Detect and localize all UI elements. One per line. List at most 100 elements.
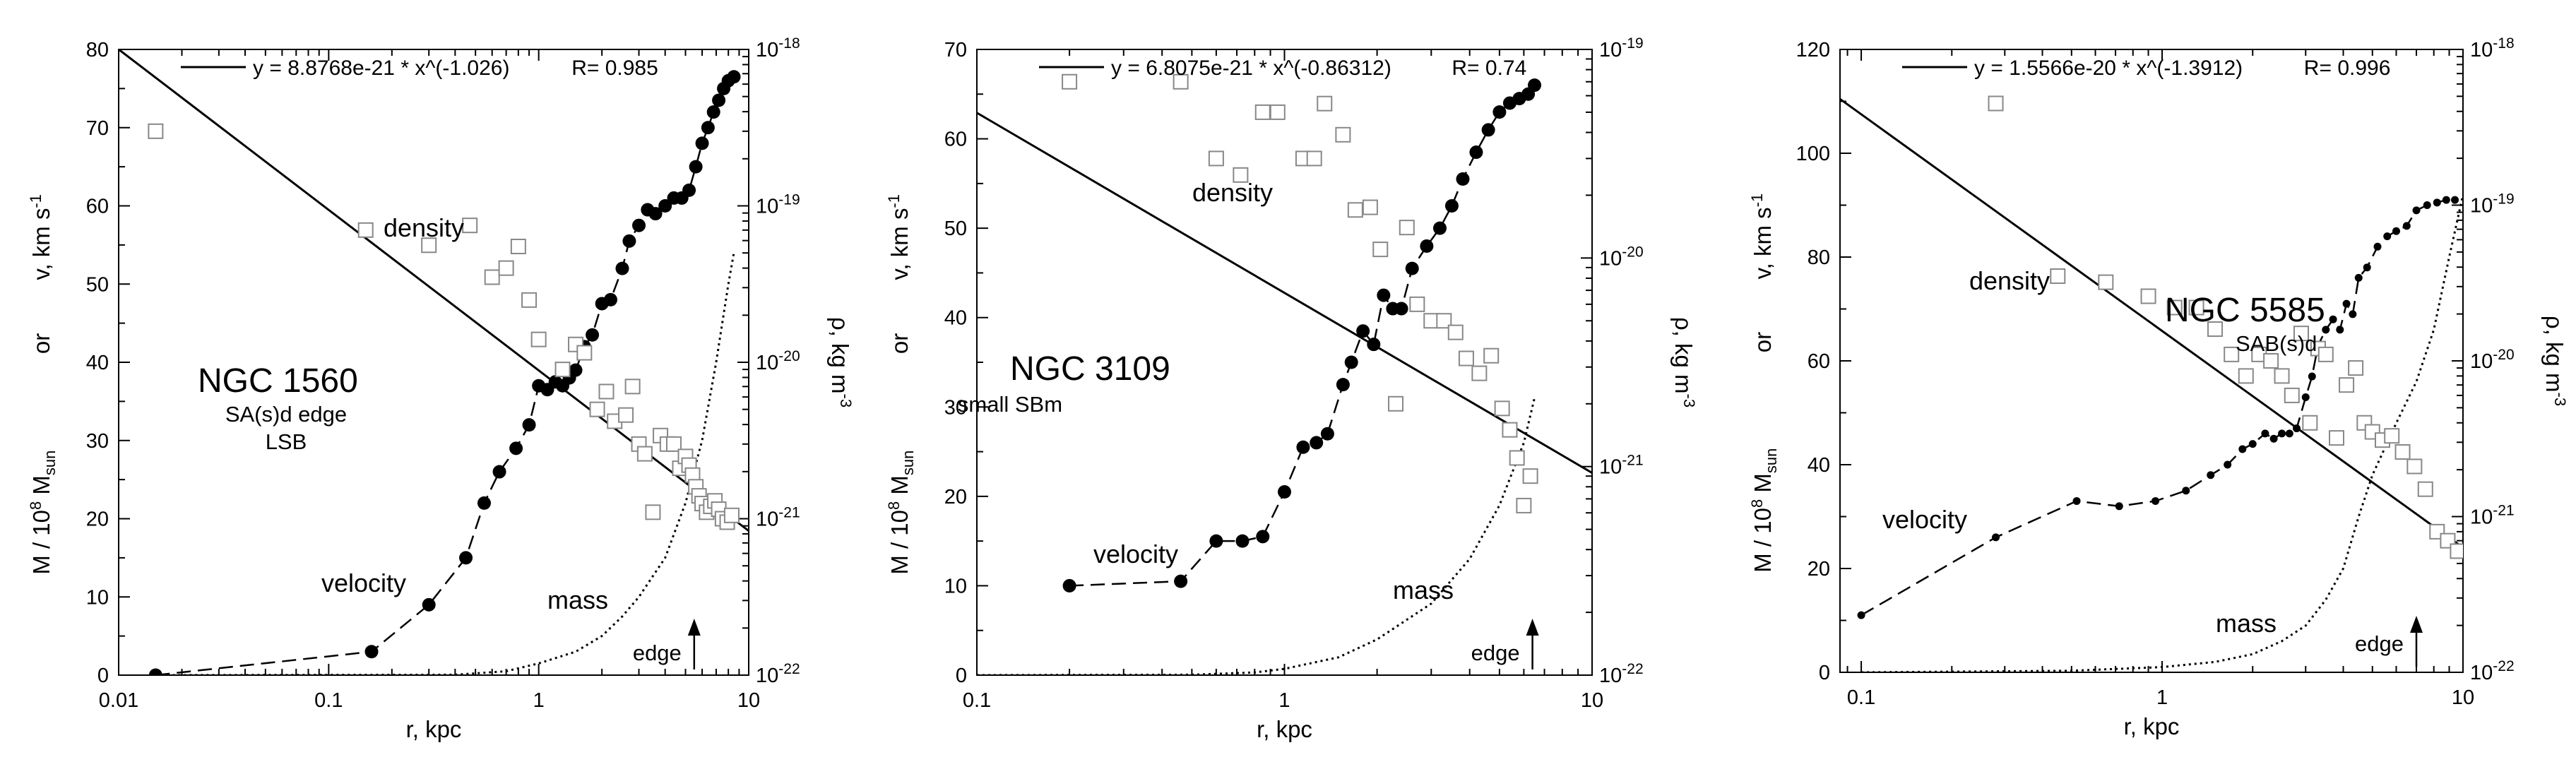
y-right-tick-label: 10-22 xyxy=(756,661,800,687)
density-point xyxy=(1509,450,1525,466)
density-point xyxy=(2450,543,2463,559)
y-left-axis: 0 10 20 30 40 50 60 70 M / 108 Msun or v, km s-1 xyxy=(885,39,988,687)
galaxy-subtitle: SA(s)d edge xyxy=(225,402,347,427)
y-tick-label: 30 xyxy=(944,396,967,419)
density-point xyxy=(2188,299,2204,316)
velocity-point xyxy=(2329,315,2337,323)
y-right-tick-label: 10-20 xyxy=(756,348,800,374)
edge-label: edge xyxy=(2355,631,2404,656)
mass-label: mass xyxy=(1393,576,1454,605)
velocity-point xyxy=(622,234,636,248)
velocity-point xyxy=(1857,611,1865,619)
density-point xyxy=(1436,313,1452,329)
y-axis-title-mass: M / 108 Msun xyxy=(885,451,917,575)
y-axis-title-or: or xyxy=(1750,332,1776,352)
density-point xyxy=(521,292,538,308)
density-label: density xyxy=(1969,266,2050,295)
velocity-point xyxy=(2115,502,2123,511)
velocity-curve xyxy=(1860,198,2455,617)
y-tick-label: 80 xyxy=(86,39,109,61)
velocity-point xyxy=(2373,242,2382,251)
velocity-point xyxy=(477,496,491,510)
density-point xyxy=(1254,104,1271,120)
plot-area xyxy=(977,73,1592,675)
density-point xyxy=(2329,430,2345,446)
y-left-axis: 0 10 20 30 40 50 60 70 80 M / 108 Msun or v, km s-1 xyxy=(27,39,130,687)
density-point xyxy=(1423,313,1440,329)
velocity-label: velocity xyxy=(321,568,406,597)
y-tick-label: 30 xyxy=(86,430,109,453)
y-tick-label: 70 xyxy=(86,117,109,140)
velocity-point xyxy=(1235,534,1250,548)
velocity-point xyxy=(1469,145,1483,160)
y-tick-label: 70 xyxy=(944,39,967,61)
galaxy-subtitle: LSB xyxy=(266,429,307,454)
velocity-point xyxy=(2285,429,2293,438)
density-point xyxy=(1502,422,1518,438)
x-tick-label: 10 xyxy=(1581,689,1603,712)
velocity-point xyxy=(1481,123,1495,137)
x-axis-title: r, kpc xyxy=(2124,713,2180,739)
density-point xyxy=(1447,324,1464,340)
x-tick-label: 1 xyxy=(1278,689,1290,712)
velocity-point xyxy=(658,199,672,213)
velocity-point xyxy=(2308,372,2316,381)
velocity-point xyxy=(2301,393,2310,401)
velocity-point xyxy=(1992,533,2000,542)
velocity-point xyxy=(2072,496,2081,505)
velocity-point xyxy=(689,160,703,174)
galaxy-name: NGC 3109 xyxy=(1010,350,1170,388)
y-tick-label: 50 xyxy=(944,218,967,240)
velocity-point xyxy=(1296,440,1310,454)
x-tick-label: 0.01 xyxy=(99,689,138,712)
density-point xyxy=(530,331,547,347)
y-right-axis-title: ρ, kg m-3 xyxy=(1670,317,1698,407)
fit-line xyxy=(1840,97,2463,549)
velocity-point xyxy=(1310,436,1324,450)
density-point xyxy=(2293,326,2309,342)
fit-equation: y = 8.8768e-21 * x^(-1.026) xyxy=(253,56,509,80)
density-point xyxy=(2238,368,2254,384)
y-tick-label: 0 xyxy=(97,665,109,687)
density-point xyxy=(2417,481,2433,497)
velocity-point xyxy=(364,645,379,659)
y-tick-label: 120 xyxy=(1796,39,1830,61)
density-point xyxy=(723,507,740,523)
density-point xyxy=(1388,395,1404,412)
velocity-point xyxy=(1377,288,1391,302)
velocity-point xyxy=(2293,424,2301,433)
y-tick-label: 50 xyxy=(86,273,109,296)
y-tick-label: 80 xyxy=(1808,246,1830,269)
density-point xyxy=(484,269,500,285)
fit-r-value: R= 0.74 xyxy=(1452,56,1526,80)
y-right-tick-label: 10-20 xyxy=(1599,244,1644,270)
density-point xyxy=(421,237,437,254)
density-point xyxy=(2050,268,2066,285)
y-axis-title-or: or xyxy=(28,333,54,354)
edge-arrow-icon xyxy=(687,619,701,636)
y-right-tick-label: 10-20 xyxy=(2470,347,2515,373)
velocity-point xyxy=(2442,196,2450,204)
velocity-point xyxy=(2322,326,2330,334)
y-right-tick-label: 10-21 xyxy=(2470,503,2515,529)
velocity-point xyxy=(603,292,617,306)
density-point xyxy=(2302,415,2318,431)
velocity-point xyxy=(148,668,162,675)
velocity-label: velocity xyxy=(1882,505,1967,534)
velocity-point xyxy=(2207,471,2215,480)
density-point xyxy=(2339,377,2355,393)
velocity-point xyxy=(695,136,709,150)
y-axis-title-velocity: v, km s-1 xyxy=(27,194,54,280)
velocity-point xyxy=(1336,378,1350,392)
density-point xyxy=(2140,288,2156,304)
density-point xyxy=(2394,443,2411,460)
density-point xyxy=(2207,321,2224,337)
density-point xyxy=(1522,468,1538,484)
mass-curve xyxy=(155,252,735,675)
velocity-point xyxy=(727,70,741,84)
density-point xyxy=(148,123,164,139)
y-axis-title-velocity: v, km s-1 xyxy=(885,194,913,280)
velocity-point xyxy=(2182,487,2190,495)
y-tick-label: 60 xyxy=(86,196,109,218)
velocity-point xyxy=(632,218,646,232)
